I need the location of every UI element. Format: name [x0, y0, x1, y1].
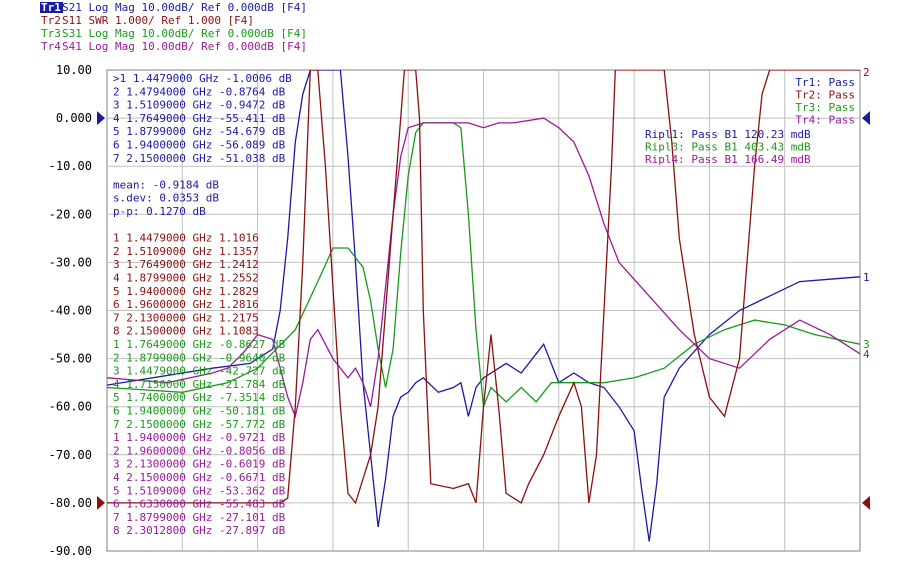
- y-tick-label: -10.00: [49, 159, 92, 173]
- ref-level-marker-left: [97, 111, 105, 126]
- marker-readout-line: 2 1.4794000 GHz -0.8764 dB: [113, 85, 286, 98]
- y-tick-label: -80.00: [49, 496, 92, 510]
- marker-readout-line: 5 1.8799000 GHz -54.679 dB: [113, 125, 286, 138]
- reference-markers: [97, 111, 870, 510]
- limit-status-line: Tr1: Pass: [795, 76, 855, 89]
- marker-readout-line: 1 1.7649000 GHz -0.8627 dB: [113, 338, 286, 351]
- trace-end-label: 2: [863, 66, 870, 79]
- marker-readout-table: >1 1.4479000 GHz -1.0006 dB 2 1.4794000 …: [113, 72, 292, 537]
- active-trace-highlight: [40, 2, 63, 13]
- ref-level-marker-right: [862, 111, 870, 126]
- trace-header-text: S41 Log Mag 10.00dB/ Ref 0.000dB [F4]: [62, 40, 307, 53]
- trace-end-label: 1: [863, 271, 870, 284]
- marker-readout-line: 3 1.4479000 GHz -42.727 dB: [113, 365, 286, 378]
- trace-tr1-line: [107, 70, 860, 542]
- marker-readout-line: 4 1.7649000 GHz -55.411 dB: [113, 112, 286, 125]
- trace-header-list: Tr1 S21 Log Mag 10.00dB/ Ref 0.000dB [F4…: [40, 1, 307, 53]
- grid: [107, 70, 860, 551]
- limit-status-line: Tr2: Pass: [795, 89, 855, 102]
- limit-status-line: Tr3: Pass: [795, 101, 855, 114]
- marker-readout-line: 5 1.5109000 GHz -53.362 dB: [113, 484, 286, 497]
- y-tick-label: 10.00: [56, 63, 92, 77]
- trace-header-text: S21 Log Mag 10.00dB/ Ref 0.000dB [F4]: [62, 1, 307, 14]
- marker-readout-line: s.dev: 0.0353 dB: [113, 192, 219, 205]
- y-tick-label: -60.00: [49, 400, 92, 414]
- trace-header-tag: Tr3: [41, 27, 61, 40]
- marker-readout-line: 4 1.7150000 GHz -21.784 dB: [113, 378, 286, 391]
- ripple-status-line: Ripl3: Pass B1 403.43 mdB: [645, 141, 811, 154]
- marker-readout-line: mean: -0.9184 dB: [113, 178, 219, 191]
- trace-header-text: S11 SWR 1.000/ Ref 1.000 [F4]: [62, 14, 254, 27]
- marker-readout-line: 4 2.1500000 GHz -0.6671 dB: [113, 471, 286, 484]
- marker-readout-line: 5 1.7400000 GHz -7.3514 dB: [113, 391, 286, 404]
- marker-readout-line: 7 2.1500000 GHz -57.772 dB: [113, 418, 286, 431]
- trace-header-tag: Tr2: [41, 14, 61, 27]
- marker-readout-line: 2 1.8799000 GHz -0.9640 dB: [113, 351, 286, 364]
- y-tick-label: -30.00: [49, 255, 92, 269]
- trace-tr3-line: [107, 122, 860, 407]
- marker-readout-line: 6 1.6330000 GHz -55.483 dB: [113, 498, 286, 511]
- ref-level-marker-right-tr2: [862, 495, 870, 510]
- y-tick-label: -40.00: [49, 304, 92, 318]
- limit-status-line: Tr4: Pass: [795, 114, 855, 127]
- marker-readout-line: 1 1.9400000 GHz -0.9721 dB: [113, 431, 286, 444]
- marker-readout-line: 6 1.9400000 GHz -56.089 dB: [113, 139, 286, 152]
- marker-readout-line: 1 1.4479000 GHz 1.1016: [113, 232, 259, 245]
- marker-readout-line: 7 2.1300000 GHz 1.2175: [113, 311, 259, 324]
- ripple-status-line: Ripl1: Pass B1 120.23 mdB: [645, 128, 811, 141]
- marker-readout-line: 8 2.3012800 GHz -27.897 dB: [113, 524, 286, 537]
- y-tick-label: -50.00: [49, 352, 92, 366]
- y-tick-label: -90.00: [49, 544, 92, 558]
- trace-tr2-line: [107, 70, 860, 505]
- marker-readout-line: 3 1.5109000 GHz -0.9472 dB: [113, 99, 286, 112]
- trace-tr4-line: [107, 117, 860, 419]
- ref-level-marker-left-tr2: [97, 495, 105, 510]
- marker-readout-line: 6 1.9600000 GHz 1.2816: [113, 298, 259, 311]
- marker-readout-line: 2 1.5109000 GHz 1.1357: [113, 245, 259, 258]
- ripple-status-line: Ripl4: Pass B1 166.49 mdB: [645, 153, 811, 166]
- marker-readout-line: 8 2.1500000 GHz 1.1083: [113, 325, 259, 338]
- marker-readout-line: 2 1.9600000 GHz -0.8056 dB: [113, 444, 286, 457]
- trace-header-text: S31 Log Mag 10.00dB/ Ref 0.000dB [F4]: [62, 27, 307, 40]
- y-tick-label: -70.00: [49, 448, 92, 462]
- y-axis-tick-labels: 10.00 0.000 -10.00 -20.00 -30.00 -40.00 -50.00…: [49, 63, 92, 558]
- trace-header-tag: Tr4: [41, 40, 61, 53]
- trace-end-label: 3: [863, 338, 870, 351]
- y-tick-label: 0.000: [56, 111, 92, 125]
- marker-readout-line: 3 2.1300000 GHz -0.6019 dB: [113, 458, 286, 471]
- marker-readout-line: 3 1.7649000 GHz 1.2412: [113, 258, 259, 271]
- marker-readout-line: >1 1.4479000 GHz -1.0006 dB: [113, 72, 292, 85]
- y-tick-label: -20.00: [49, 207, 92, 221]
- marker-readout-line: 5 1.9400000 GHz 1.2829: [113, 285, 259, 298]
- marker-readout-line: p-p: 0.1270 dB: [113, 205, 206, 218]
- trace-header-tag: Tr1: [41, 1, 61, 14]
- marker-readout-line: 4 1.8799000 GHz 1.2552: [113, 272, 259, 285]
- trace-layer: 1 34 2: [107, 66, 870, 542]
- trace-end-label: 4: [863, 348, 870, 361]
- trace-group: [107, 70, 860, 542]
- marker-readout-line: 7 1.8799000 GHz -27.101 dB: [113, 511, 286, 524]
- marker-readout-line: 7 2.1500000 GHz -51.038 dB: [113, 152, 286, 165]
- marker-readout-line: 6 1.9400000 GHz -50.181 dB: [113, 405, 286, 418]
